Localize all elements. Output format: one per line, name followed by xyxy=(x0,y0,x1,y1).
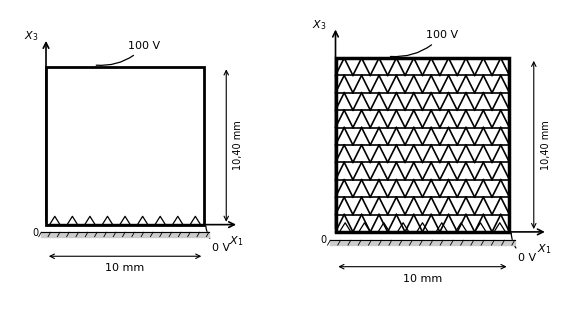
Polygon shape xyxy=(46,67,204,225)
Text: $X_1$: $X_1$ xyxy=(229,234,243,248)
Text: 10 mm: 10 mm xyxy=(403,274,442,284)
Text: 100 V: 100 V xyxy=(390,30,458,57)
Text: 0: 0 xyxy=(321,235,327,246)
Text: $X_1$: $X_1$ xyxy=(537,242,552,256)
Text: 10 mm: 10 mm xyxy=(105,263,144,272)
Text: 10,40 mm: 10,40 mm xyxy=(233,121,243,170)
Text: 10,40 mm: 10,40 mm xyxy=(541,120,550,170)
Text: 0 V: 0 V xyxy=(206,226,230,253)
Text: 0 V: 0 V xyxy=(511,233,536,263)
Text: 0: 0 xyxy=(32,228,38,238)
Text: $X_3$: $X_3$ xyxy=(312,18,327,32)
Text: 100 V: 100 V xyxy=(96,41,160,65)
Text: $X_3$: $X_3$ xyxy=(24,29,38,43)
